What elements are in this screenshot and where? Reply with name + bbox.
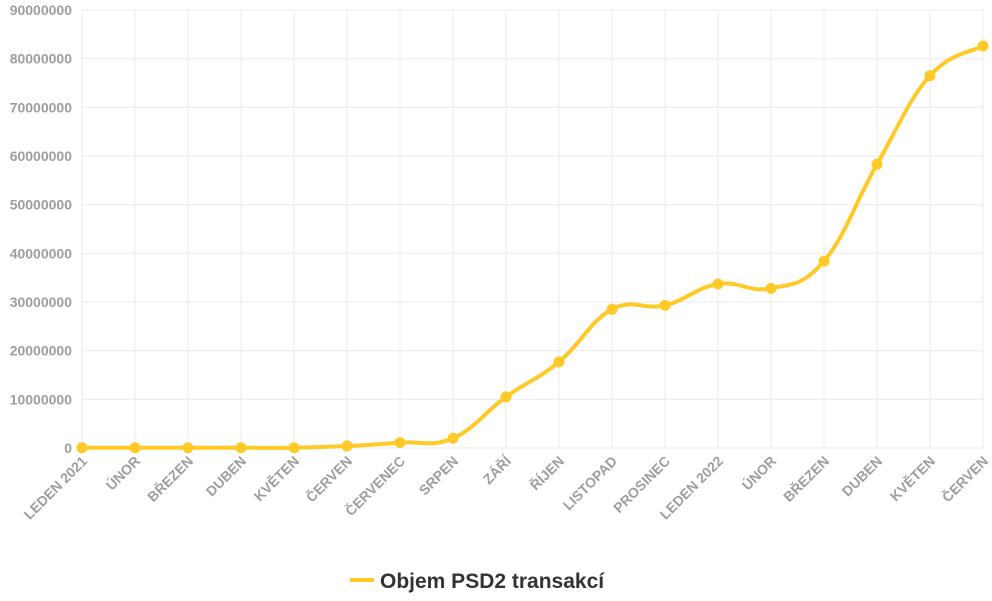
data-point[interactable]	[659, 299, 671, 311]
legend[interactable]: Objem PSD2 transakcí	[350, 570, 605, 593]
data-point[interactable]	[129, 442, 141, 454]
x-tick-label: LEDEN 2021	[20, 453, 90, 523]
data-point[interactable]	[235, 442, 247, 454]
data-point[interactable]	[765, 282, 777, 294]
x-axis: LEDEN 2021 ÚNOR BŘEZEN DUBEN KVĚTEN ČERVENČER…	[20, 451, 991, 522]
x-tick-label: BŘEZEN	[779, 452, 832, 505]
grid-lines	[81, 9, 984, 449]
data-point[interactable]	[818, 255, 830, 267]
data-point[interactable]	[924, 70, 936, 82]
x-tick-label: DUBEN	[839, 453, 886, 500]
data-point[interactable]	[288, 442, 300, 454]
x-tick-label: KVĚTEN	[886, 452, 938, 504]
series-line	[82, 44, 984, 450]
x-tick-label: ČERVEN	[302, 452, 355, 505]
data-point[interactable]	[394, 437, 406, 449]
data-point[interactable]	[76, 442, 88, 454]
data-point[interactable]	[606, 303, 618, 315]
data-point[interactable]	[341, 440, 353, 452]
x-tick-label: ČERVEN	[938, 452, 991, 505]
data-point[interactable]	[871, 158, 883, 170]
x-tick-label: DUBEN	[203, 453, 250, 500]
legend-label[interactable]: Objem PSD2 transakcí	[380, 570, 605, 593]
x-tick-label: KVĚTEN	[250, 452, 302, 504]
x-tick-label: SRPEN	[416, 453, 461, 498]
data-point[interactable]	[977, 40, 989, 52]
y-tick-label: 30000000	[10, 294, 73, 310]
data-point[interactable]	[182, 442, 194, 454]
x-tick-label: ZÁŘÍ	[479, 451, 515, 487]
y-tick-label: 10000000	[10, 391, 73, 407]
data-point[interactable]	[553, 356, 565, 368]
data-point[interactable]	[447, 432, 459, 444]
y-tick-label: 60000000	[10, 148, 73, 164]
y-tick-label: 80000000	[10, 51, 73, 67]
x-tick-label: BŘEZEN	[143, 452, 196, 505]
x-tick-label: ÚNOR	[738, 452, 779, 493]
x-tick-label: ÚNOR	[102, 452, 143, 493]
data-points	[76, 40, 989, 454]
data-point[interactable]	[500, 391, 512, 403]
y-axis: 0 10000000 20000000 30000000 40000000 5000000…	[10, 2, 73, 456]
y-tick-label: 90000000	[10, 2, 73, 18]
y-tick-label: 70000000	[10, 99, 73, 115]
y-tick-label: 50000000	[10, 197, 73, 213]
y-tick-label: 40000000	[10, 245, 73, 261]
y-tick-label: 20000000	[10, 343, 73, 359]
x-tick-label: ŘÍJEN	[526, 452, 567, 493]
data-point[interactable]	[712, 278, 724, 290]
y-tick-label: 0	[64, 440, 72, 456]
